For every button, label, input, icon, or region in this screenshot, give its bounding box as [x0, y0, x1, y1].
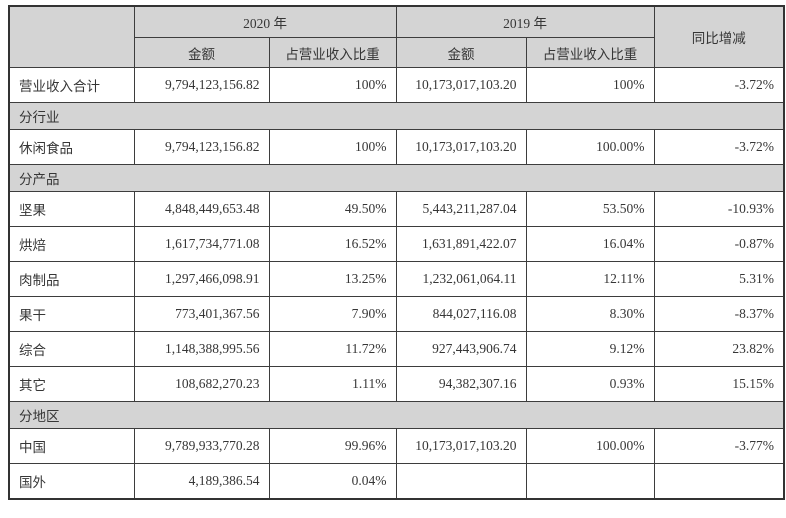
amount-2020-cell: 4,848,449,653.48 [133, 191, 270, 227]
header-row-years: 2020 年 2019 年 同比增减 [8, 5, 785, 68]
table-row: 营业收入合计 9,794,123,156.82 100% 10,173,017,103… [8, 67, 785, 103]
amount-2019-cell: 5,443,211,287.04 [395, 191, 527, 227]
table-row: 其它 108,682,270.23 1.11% 94,382,307.16 0.93% 1… [8, 366, 785, 402]
share-2020-cell: 1.11% [268, 366, 397, 402]
share-2019-cell: 12.11% [525, 261, 655, 297]
amount-2020-cell: 4,189,386.54 [133, 463, 270, 500]
share-2020-cell: 99.96% [268, 428, 397, 464]
share-2020-cell: 100% [268, 67, 397, 103]
yoy-change-cell: -3.72% [653, 67, 785, 103]
table-body: 营业收入合计 9,794,123,156.82 100% 10,173,017,103… [8, 67, 785, 500]
row-label-cell: 烘焙 [8, 226, 135, 262]
yoy-change-cell: 23.82% [653, 331, 785, 367]
share-2020-cell: 13.25% [268, 261, 397, 297]
amount-2019-cell: 10,173,017,103.20 [395, 428, 527, 464]
table-row: 国外 4,189,386.54 0.04% [8, 463, 785, 500]
section-row: 分产品 [8, 164, 785, 192]
share-2019-cell: 8.30% [525, 296, 655, 332]
table-row: 烘焙 1,617,734,771.08 16.52% 1,631,891,422.07… [8, 226, 785, 262]
amount-2020-cell: 773,401,367.56 [133, 296, 270, 332]
header-year-2019: 2019 年 [395, 5, 655, 38]
amount-2020-cell: 9,794,123,156.82 [133, 67, 270, 103]
row-label-cell: 营业收入合计 [8, 67, 135, 103]
share-2020-cell: 7.90% [268, 296, 397, 332]
yoy-change-cell: -3.77% [653, 428, 785, 464]
amount-2020-cell: 9,789,933,770.28 [133, 428, 270, 464]
table-row: 坚果 4,848,449,653.48 49.50% 5,443,211,287.04… [8, 191, 785, 227]
share-2020-cell: 100% [268, 129, 397, 165]
amount-2019-cell: 1,631,891,422.07 [395, 226, 527, 262]
share-2019-cell: 53.50% [525, 191, 655, 227]
share-2019-cell: 100.00% [525, 129, 655, 165]
yoy-change-cell: -0.87% [653, 226, 785, 262]
amount-2019-cell: 844,027,116.08 [395, 296, 527, 332]
share-2019-cell: 9.12% [525, 331, 655, 367]
share-2019-cell: 0.93% [525, 366, 655, 402]
header-year-2020: 2020 年 [133, 5, 397, 38]
share-2020-cell: 0.04% [268, 463, 397, 500]
share-2019-cell: 100.00% [525, 428, 655, 464]
amount-2019-cell: 10,173,017,103.20 [395, 67, 527, 103]
amount-2020-cell: 9,794,123,156.82 [133, 129, 270, 165]
amount-2019-cell: 1,232,061,064.11 [395, 261, 527, 297]
amount-2019-cell: 94,382,307.16 [395, 366, 527, 402]
section-label: 分产品 [8, 164, 785, 192]
amount-2019-cell [395, 463, 527, 500]
yoy-change-cell: -8.37% [653, 296, 785, 332]
table-row: 果干 773,401,367.56 7.90% 844,027,116.08 8.30%… [8, 296, 785, 332]
yoy-change-cell: -3.72% [653, 129, 785, 165]
share-2019-cell [525, 463, 655, 500]
amount-2020-cell: 108,682,270.23 [133, 366, 270, 402]
row-label-cell: 综合 [8, 331, 135, 367]
yoy-change-cell [653, 463, 785, 500]
row-label-cell: 肉制品 [8, 261, 135, 297]
table-row: 综合 1,148,388,995.56 11.72% 927,443,906.74 9.… [8, 331, 785, 367]
amount-2020-cell: 1,148,388,995.56 [133, 331, 270, 367]
row-label-cell: 坚果 [8, 191, 135, 227]
header-yoy-change: 同比增减 [653, 5, 785, 68]
section-row: 分行业 [8, 102, 785, 130]
row-label-cell: 休闲食品 [8, 129, 135, 165]
table-row: 休闲食品 9,794,123,156.82 100% 10,173,017,103.2… [8, 129, 785, 165]
share-2019-cell: 16.04% [525, 226, 655, 262]
amount-2020-cell: 1,297,466,098.91 [133, 261, 270, 297]
header-row-measures: 金额 占营业收入比重 金额 占营业收入比重 [9, 37, 784, 68]
share-2020-cell: 11.72% [268, 331, 397, 367]
yoy-change-cell: 5.31% [653, 261, 785, 297]
table-row: 肉制品 1,297,466,098.91 13.25% 1,232,061,064.1… [8, 261, 785, 297]
table-row: 中国 9,789,933,770.28 99.96% 10,173,017,103.2… [8, 428, 785, 464]
share-2019-cell: 100% [525, 67, 655, 103]
share-2020-cell: 16.52% [268, 226, 397, 262]
header-share-2019: 占营业收入比重 [525, 37, 655, 68]
amount-2019-cell: 927,443,906.74 [395, 331, 527, 367]
header-share-2020: 占营业收入比重 [268, 37, 397, 68]
yoy-change-cell: -10.93% [653, 191, 785, 227]
amount-2019-cell: 10,173,017,103.20 [395, 129, 527, 165]
amount-2020-cell: 1,617,734,771.08 [133, 226, 270, 262]
header-amount-2020: 金额 [133, 37, 270, 68]
row-label-cell: 其它 [8, 366, 135, 402]
row-label-cell: 国外 [8, 463, 135, 500]
row-label-cell: 中国 [8, 428, 135, 464]
section-label: 分地区 [8, 401, 785, 429]
yoy-change-cell: 15.15% [653, 366, 785, 402]
section-row: 分地区 [8, 401, 785, 429]
share-2020-cell: 49.50% [268, 191, 397, 227]
header-corner-cell [8, 5, 135, 68]
section-label: 分行业 [8, 102, 785, 130]
header-amount-2019: 金额 [395, 37, 527, 68]
row-label-cell: 果干 [8, 296, 135, 332]
revenue-breakdown-table: 2020 年 2019 年 同比增减 金额 占营业收入比重 金额 占营业收入比重… [8, 5, 785, 500]
